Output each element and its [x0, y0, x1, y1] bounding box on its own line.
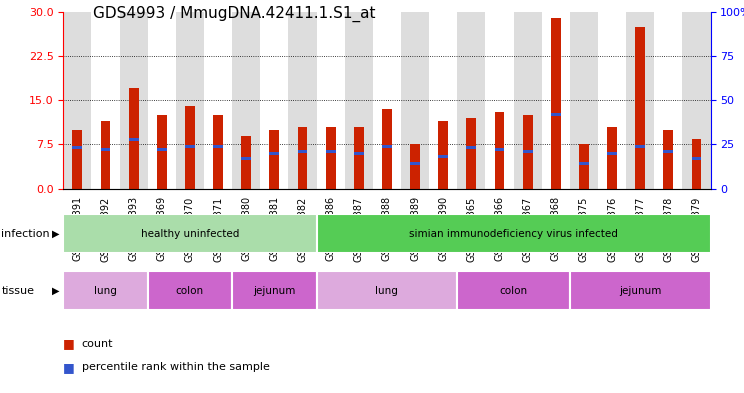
Bar	[664, 150, 673, 153]
Bar	[232, 271, 316, 310]
Bar	[100, 148, 110, 151]
Bar	[232, 12, 260, 189]
Text: tissue: tissue	[1, 286, 34, 296]
Bar	[551, 18, 561, 189]
Bar	[354, 152, 364, 155]
Bar	[157, 148, 167, 151]
Text: GDS4993 / MmugDNA.42411.1.S1_at: GDS4993 / MmugDNA.42411.1.S1_at	[93, 6, 376, 22]
Bar	[157, 115, 167, 189]
Bar	[316, 214, 711, 253]
Bar	[316, 12, 344, 189]
Text: infection: infection	[1, 229, 50, 239]
Bar	[204, 12, 232, 189]
Text: count: count	[82, 339, 113, 349]
Text: colon: colon	[499, 286, 527, 296]
Bar	[72, 147, 83, 149]
Bar	[63, 271, 147, 310]
Bar	[147, 12, 176, 189]
Bar	[410, 144, 420, 189]
Bar	[458, 12, 485, 189]
Bar	[63, 12, 92, 189]
Bar	[241, 157, 251, 160]
Bar	[100, 121, 110, 189]
Bar	[598, 12, 626, 189]
Bar	[523, 115, 533, 189]
Text: jejunum: jejunum	[253, 286, 295, 296]
Bar	[298, 127, 307, 189]
Bar	[579, 162, 589, 165]
Bar	[129, 88, 138, 189]
Bar	[147, 271, 232, 310]
Bar	[570, 12, 598, 189]
Bar	[382, 145, 392, 148]
Bar	[92, 12, 120, 189]
Bar	[269, 130, 279, 189]
Bar	[213, 145, 223, 148]
Bar	[523, 150, 533, 153]
Bar	[185, 106, 195, 189]
Bar	[326, 127, 336, 189]
Bar	[63, 214, 316, 253]
Bar	[269, 152, 279, 155]
Bar	[654, 12, 682, 189]
Bar	[344, 12, 373, 189]
Bar	[495, 148, 504, 151]
Bar	[466, 118, 476, 189]
Text: simian immunodeficiency virus infected: simian immunodeficiency virus infected	[409, 229, 618, 239]
Bar	[373, 12, 401, 189]
Bar	[570, 271, 711, 310]
Bar	[438, 121, 448, 189]
Bar	[551, 113, 561, 116]
Bar	[664, 130, 673, 189]
Text: ■: ■	[63, 337, 79, 351]
Bar	[289, 12, 316, 189]
Text: colon: colon	[176, 286, 204, 296]
Text: ▶: ▶	[52, 286, 60, 296]
Text: ▶: ▶	[52, 229, 60, 239]
Text: lung: lung	[94, 286, 117, 296]
Bar	[485, 12, 513, 189]
Bar	[513, 12, 542, 189]
Bar	[354, 127, 364, 189]
Bar	[176, 12, 204, 189]
Bar	[458, 271, 570, 310]
Bar	[438, 155, 448, 158]
Text: ■: ■	[63, 361, 79, 374]
Text: jejunum: jejunum	[619, 286, 661, 296]
Bar	[495, 112, 504, 189]
Text: percentile rank within the sample: percentile rank within the sample	[82, 362, 270, 373]
Bar	[691, 157, 702, 160]
Bar	[410, 162, 420, 165]
Bar	[326, 150, 336, 153]
Bar	[542, 12, 570, 189]
Bar	[120, 12, 147, 189]
Bar	[129, 138, 138, 141]
Bar	[607, 127, 617, 189]
Bar	[691, 138, 702, 189]
Bar	[401, 12, 429, 189]
Bar	[466, 147, 476, 149]
Bar	[260, 12, 289, 189]
Bar	[316, 271, 458, 310]
Bar	[635, 26, 645, 189]
Bar	[607, 152, 617, 155]
Bar	[298, 150, 307, 153]
Bar	[382, 109, 392, 189]
Bar	[241, 136, 251, 189]
Bar	[579, 144, 589, 189]
Bar	[626, 12, 654, 189]
Bar	[185, 145, 195, 148]
Bar	[682, 12, 711, 189]
Text: lung: lung	[376, 286, 398, 296]
Bar	[635, 145, 645, 148]
Bar	[72, 130, 83, 189]
Text: healthy uninfected: healthy uninfected	[141, 229, 239, 239]
Bar	[429, 12, 458, 189]
Bar	[213, 115, 223, 189]
